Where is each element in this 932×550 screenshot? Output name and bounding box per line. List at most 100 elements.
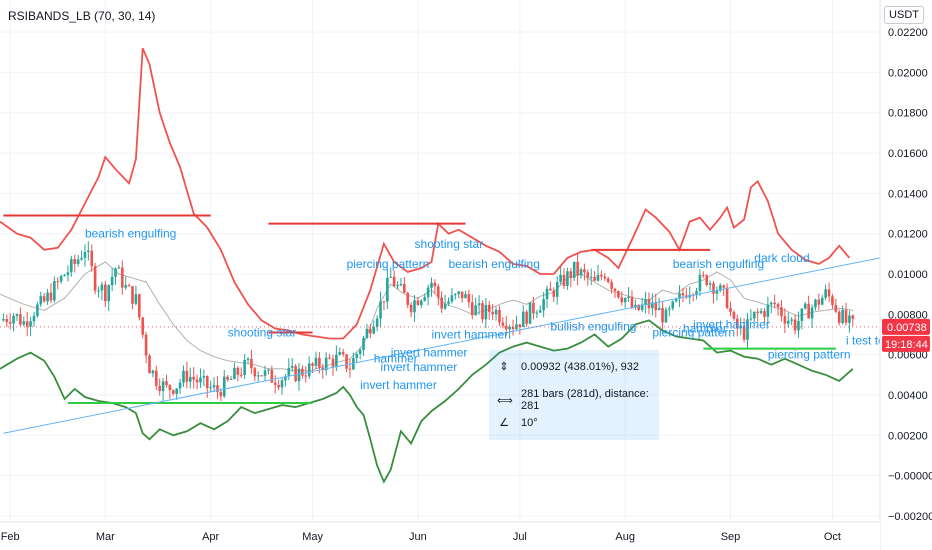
- time-tick-label: Sep: [721, 531, 741, 543]
- pattern-annotation[interactable]: hammer: [683, 321, 727, 335]
- measure-bars-row: ⟺ 281 bars (281d), distance: 281: [497, 388, 659, 412]
- candle-down: [467, 294, 471, 303]
- candle-down: [498, 310, 501, 323]
- candle-up: [114, 268, 117, 277]
- candle-up: [447, 301, 450, 304]
- candle-down: [131, 286, 134, 304]
- pattern-annotation[interactable]: invert hammer: [391, 346, 468, 360]
- candle-down: [328, 357, 331, 359]
- candle-down: [341, 352, 345, 355]
- candle-down: [586, 272, 590, 278]
- candle-up: [267, 369, 270, 371]
- candle-down: [165, 381, 168, 385]
- time-tick-label: May: [302, 531, 323, 543]
- candle-down: [525, 311, 528, 324]
- candle-down: [239, 374, 243, 376]
- pattern-annotation[interactable]: shooting star: [415, 237, 484, 251]
- candle-up: [256, 375, 260, 377]
- candle-up: [719, 285, 722, 291]
- candle-down: [735, 318, 739, 329]
- candle-up: [749, 318, 753, 320]
- candle-up: [664, 309, 668, 323]
- candle-down: [793, 319, 797, 331]
- pattern-annotation[interactable]: shooting star: [228, 326, 297, 340]
- candle-up: [715, 290, 719, 294]
- pattern-annotation[interactable]: piercing pattern: [347, 257, 430, 271]
- candle-up: [386, 277, 389, 302]
- candle-up: [83, 251, 87, 258]
- candle-down: [606, 278, 610, 283]
- candle-down: [270, 369, 274, 383]
- pattern-annotation[interactable]: invert hammer: [381, 360, 458, 374]
- candle-down: [549, 288, 552, 291]
- candle-up: [66, 272, 70, 275]
- candle-down: [392, 276, 396, 287]
- pattern-annotation[interactable]: bullish engulfing: [550, 319, 636, 333]
- candle-down: [504, 325, 508, 330]
- candle-down: [501, 322, 505, 326]
- pattern-annotation[interactable]: dark cloud: [754, 251, 809, 265]
- price-axis[interactable]: [880, 0, 932, 550]
- candle-up: [596, 274, 600, 281]
- candle-down: [273, 382, 277, 385]
- pattern-annotation[interactable]: bearish engulfing: [673, 257, 764, 271]
- angle-icon: ∠: [499, 417, 509, 429]
- price-tick-label: 0.00200: [888, 430, 928, 442]
- candle-down: [409, 304, 413, 313]
- candle-up: [39, 296, 43, 305]
- candle-down: [491, 311, 494, 315]
- candle-up: [545, 288, 549, 300]
- pattern-annotation[interactable]: hammer: [374, 352, 418, 366]
- candle-up: [263, 370, 267, 376]
- currency-button[interactable]: USDT: [884, 6, 924, 24]
- candle-up: [698, 274, 702, 291]
- candle-up: [107, 285, 111, 302]
- candle-up: [124, 285, 128, 288]
- candle-up: [746, 319, 749, 340]
- candle-up: [117, 267, 121, 269]
- pattern-annotation[interactable]: piercing pattern: [768, 348, 851, 362]
- time-axis[interactable]: [0, 522, 880, 550]
- candle-down: [732, 311, 736, 319]
- time-tick-label: Feb: [1, 531, 20, 543]
- candle-up: [80, 257, 83, 260]
- price-tick-label: 0.00800: [888, 309, 928, 321]
- candle-up: [640, 304, 644, 310]
- candle-up: [800, 308, 804, 321]
- candle-down: [304, 375, 308, 377]
- measure-tooltip: ⇕ 0.00932 (438.01%), 932 ⟺ 281 bars (281…: [489, 350, 659, 440]
- candle-down: [610, 282, 613, 289]
- candle-up: [508, 326, 511, 330]
- price-tick-label: 0.01000: [888, 269, 928, 281]
- candle-down: [294, 366, 297, 381]
- candle-up: [202, 376, 206, 378]
- pattern-annotation[interactable]: invert hammer: [693, 317, 770, 331]
- candle-down: [127, 285, 131, 287]
- pattern-annotation[interactable]: bearish engulfing: [85, 227, 176, 241]
- candle-down: [253, 368, 257, 377]
- candle-down: [226, 376, 229, 380]
- candle-down: [756, 311, 759, 313]
- candle-up: [814, 299, 817, 308]
- candle-up: [572, 261, 576, 278]
- trendline[interactable]: [3, 257, 881, 434]
- pattern-annotation[interactable]: invert hammer: [432, 328, 509, 342]
- candle-up: [559, 274, 562, 283]
- candle-up: [29, 321, 32, 327]
- candle-up: [365, 328, 369, 338]
- indicator-title[interactable]: RSIBANDS_LB (70, 30, 14): [8, 9, 156, 23]
- candle-up: [420, 300, 423, 305]
- candle-down: [8, 322, 12, 324]
- candle-down: [600, 274, 603, 277]
- vertical-range-icon: ⇕: [499, 361, 509, 373]
- candle-up: [674, 298, 678, 302]
- pattern-annotation[interactable]: bearish engulfing: [448, 257, 539, 271]
- candle-down: [73, 259, 77, 265]
- candle-down: [416, 300, 420, 305]
- candle-down: [613, 288, 617, 292]
- candle-down: [617, 291, 620, 298]
- pattern-annotation[interactable]: invert hammer: [360, 378, 437, 392]
- time-tick-label: Apr: [202, 531, 219, 543]
- pattern-annotation[interactable]: piercing pattern: [652, 326, 735, 340]
